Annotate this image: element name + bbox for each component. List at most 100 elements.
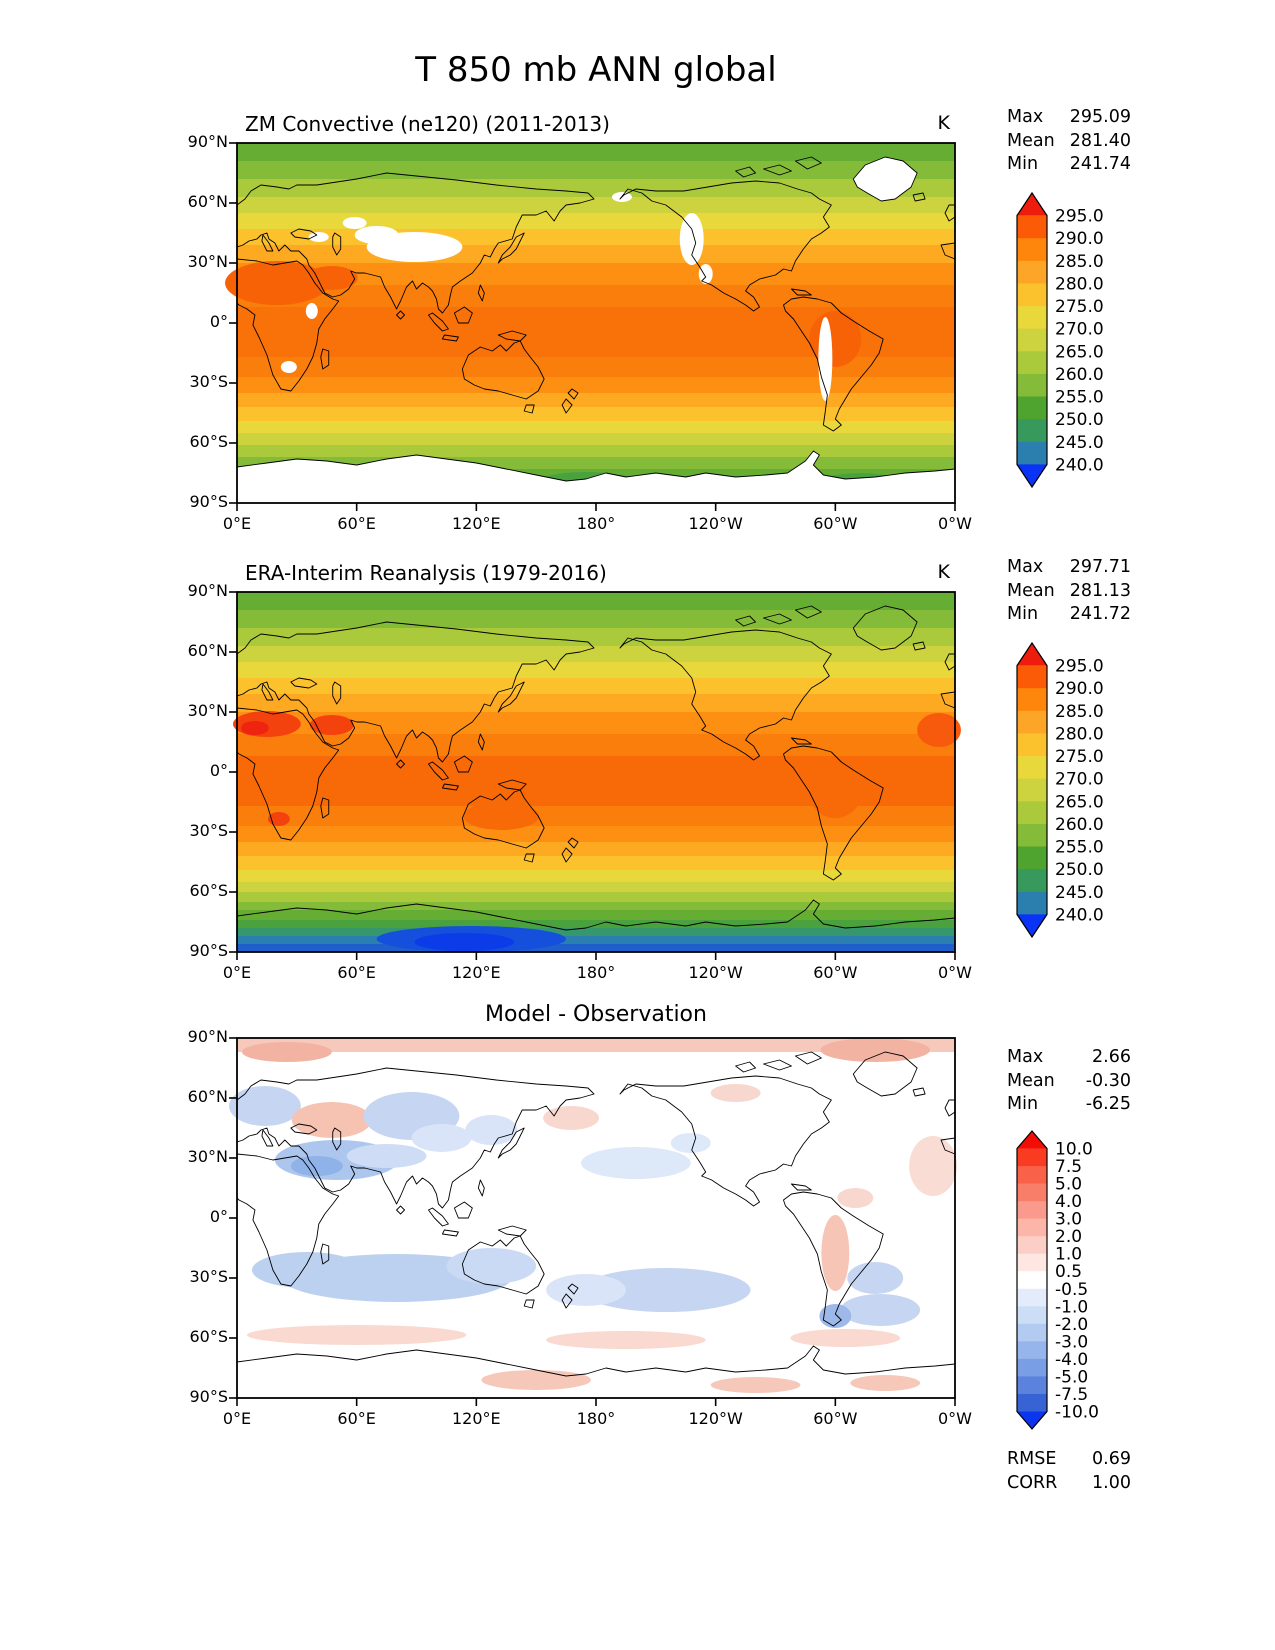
coastline-nz-south	[561, 398, 573, 414]
stat-label: Mean	[1007, 580, 1055, 601]
field-anomaly-blob	[807, 758, 864, 818]
colorbar-tick-label: 265.0	[1055, 792, 1104, 812]
coastline-eurasia	[236, 621, 595, 763]
stat-value: 297.71	[1069, 557, 1131, 577]
field-band	[237, 245, 955, 263]
stat-label: RMSE	[1007, 1449, 1057, 1469]
field-band	[237, 421, 955, 433]
field-band	[237, 263, 955, 285]
field-band	[237, 712, 955, 734]
field-anomaly-blob	[710, 1084, 761, 1102]
field-anomaly-blob	[291, 1102, 372, 1138]
field-band	[237, 377, 955, 393]
colorbar-tick-label: 295.0	[1055, 657, 1104, 677]
coastline-java	[441, 783, 459, 791]
coastline-arctic-island-3	[735, 615, 757, 627]
x-tick-label: 60°E	[337, 963, 376, 982]
coastline-iceland	[912, 1087, 926, 1097]
map-obs	[229, 591, 961, 960]
coastline-iceland	[912, 192, 926, 202]
colorbar-tick-label: 255.0	[1055, 388, 1104, 408]
colorbar-tick-label: -10.0	[1055, 1402, 1099, 1422]
colorbar-tick-label: 280.0	[1055, 274, 1104, 294]
colorbar-band	[1017, 665, 1047, 689]
colorbar-tick-label: 10.0	[1055, 1140, 1093, 1160]
field-anomaly-blob	[241, 1042, 332, 1062]
colorbar-arrow-bottom	[1017, 464, 1047, 487]
terrain-mask	[308, 232, 329, 242]
coastline-japan	[497, 232, 525, 264]
field-band	[237, 213, 955, 229]
coastline-africa	[236, 1153, 340, 1287]
colorbar-tick-label: 3.0	[1055, 1210, 1082, 1230]
field-anomaly-blob	[790, 1329, 901, 1347]
colorbar-tick-label: -3.0	[1055, 1332, 1088, 1352]
coastline-africa	[236, 707, 340, 841]
colorbar-band	[1017, 1393, 1047, 1412]
colorbar-band	[1017, 869, 1047, 893]
field-band	[237, 662, 955, 678]
coastline-south-america	[783, 1191, 884, 1327]
stat-label: Min	[1007, 604, 1039, 624]
colorbar-diff: 10.0 7.5 5.0 4.0 3.0 2.0 1.0 0.5 -0.5 -1.0 -2.0 -3.…	[1016, 1130, 1137, 1430]
colorbar-band	[1017, 1148, 1047, 1167]
y-tick-label: 60°N	[187, 641, 228, 660]
colorbar-band	[1017, 260, 1047, 284]
terrain-mask	[280, 361, 297, 373]
stat-value: 241.72	[1069, 604, 1131, 624]
field-band	[237, 856, 955, 870]
stat-value: 295.09	[1069, 107, 1131, 127]
colorbar-band	[1017, 756, 1047, 780]
colorbar-model: 295.0 290.0 285.0 280.0 275.0 270.0 265.0 260.0…	[1016, 191, 1137, 489]
colorbar-tick-label: 270.0	[1055, 320, 1104, 340]
panel-title-diff: Model - Observation	[485, 1002, 707, 1027]
colorbar-band	[1017, 419, 1047, 443]
coastline-south-america	[783, 296, 884, 432]
coastline-black-sea	[290, 1123, 318, 1135]
field-band	[237, 592, 955, 610]
coastline-arctic-island-2	[794, 156, 822, 170]
coastline-italy	[261, 234, 274, 252]
coastline-sri-lanka	[396, 310, 405, 320]
field-anomaly-blob	[710, 1377, 801, 1393]
colorbar-outline	[1016, 641, 1048, 939]
colorbar-band	[1017, 215, 1047, 239]
coastline-madagascar	[320, 797, 330, 819]
field-band	[237, 806, 955, 826]
coastline-japan	[497, 681, 525, 713]
field-anomaly-blob	[246, 1325, 467, 1345]
coastline-new-guinea	[497, 779, 527, 791]
y-tick-label: 30°N	[187, 252, 228, 271]
terrain-mask	[818, 317, 833, 401]
colorbar-band	[1017, 733, 1047, 757]
field-anomaly-blob	[917, 713, 961, 747]
x-tick-label: 0°E	[222, 963, 252, 982]
coastline-north-america	[619, 1075, 832, 1207]
field-band	[237, 920, 955, 928]
field-band	[237, 910, 955, 920]
stat-label: Max	[1007, 1047, 1044, 1067]
coastline-cuba	[791, 288, 812, 296]
y-tick-label: 0°	[209, 761, 228, 780]
y-tick-label: 30°N	[187, 1147, 228, 1166]
field-anomaly-blob	[543, 1106, 599, 1130]
coastline-caspian-sea	[332, 232, 342, 256]
panel-title-model: ZM Convective (ne120) (2011-2013)	[245, 112, 610, 136]
colorbar-obs: 295.0 290.0 285.0 280.0 275.0 270.0 265.0 260.0…	[1016, 641, 1137, 939]
colorbar-band	[1017, 1306, 1047, 1325]
colorbar-band	[1017, 328, 1047, 352]
coastline-italy	[261, 683, 274, 701]
field-anomaly-blob	[305, 266, 358, 290]
colorbar-tick-label: 285.0	[1055, 702, 1104, 722]
colorbar-tick-label: -2.0	[1055, 1315, 1088, 1335]
y-tick-label: 60°S	[189, 432, 228, 451]
field-band	[237, 610, 955, 628]
field-anomaly-blob	[346, 1144, 427, 1168]
x-tick-label: 60°W	[813, 514, 858, 533]
coastline-sri-lanka	[396, 1205, 405, 1215]
x-tick-label: 120°E	[452, 514, 501, 533]
colorbar-tick-label: 260.0	[1055, 815, 1104, 835]
field-band	[237, 842, 955, 856]
y-tick-label: 60°N	[187, 192, 228, 211]
